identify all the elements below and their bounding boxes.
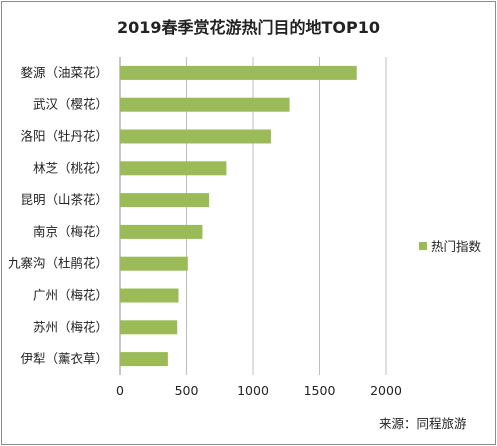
legend: 热门指数: [419, 236, 481, 255]
x-tick-label: 1000: [237, 383, 269, 398]
bar: [120, 224, 203, 239]
category-label: 武汉（樱花）: [33, 97, 108, 112]
bar: [120, 65, 357, 80]
category-label: 昆明（山茶花）: [20, 192, 108, 207]
chart-title: 2019春季赏花游热门目的地TOP10: [116, 18, 381, 37]
bar: [120, 161, 227, 176]
category-label: 苏州（梅花）: [33, 319, 108, 334]
x-tick-label: 500: [175, 383, 199, 398]
x-tick-label: 1500: [304, 383, 336, 398]
bar: [120, 352, 168, 367]
bar: [120, 97, 290, 112]
category-label: 广州（梅花）: [33, 288, 108, 303]
category-label: 婺源（油菜花）: [20, 65, 108, 80]
bar: [120, 320, 178, 335]
bar: [120, 129, 271, 144]
bar: [120, 256, 188, 271]
legend-swatch: [419, 241, 427, 250]
category-label: 九寨沟（杜鹃花）: [8, 256, 108, 271]
bar: [120, 288, 179, 303]
x-tick-label: 2000: [370, 383, 402, 398]
legend-label: 热门指数: [431, 239, 482, 254]
source-note: 来源：同程旅游: [379, 416, 467, 431]
category-label: 南京（梅花）: [33, 224, 108, 239]
category-label: 林芝（桃花）: [33, 160, 108, 175]
category-label: 伊犁（薰衣草）: [20, 351, 108, 366]
bar: [120, 193, 210, 208]
category-label: 洛阳（牡丹花）: [20, 129, 108, 144]
x-tick-label: 0: [116, 383, 124, 398]
